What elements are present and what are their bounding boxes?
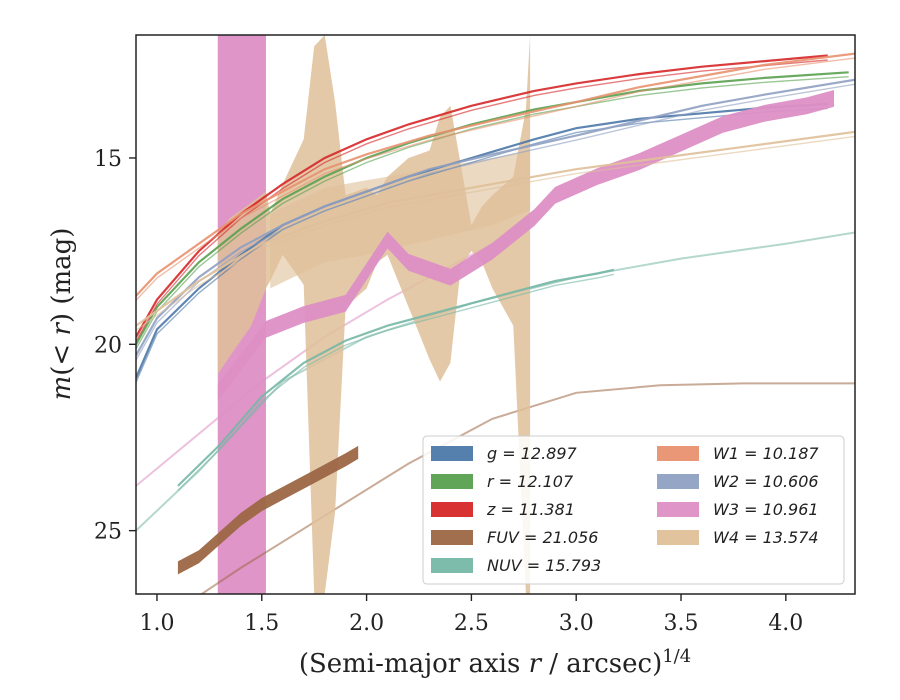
legend-label: W4 = 13.574 [713, 528, 819, 547]
legend-label: z = 11.381 [486, 500, 575, 519]
y-tick-label: 20 [94, 333, 122, 358]
y-tick-label: 15 [94, 147, 122, 172]
series-line-edge-2 [136, 59, 828, 342]
x-axis-title: (Semi-major axis r / arcsec)1/4 [299, 646, 691, 679]
x-tick-label: 1.5 [244, 611, 279, 636]
legend-swatch [431, 446, 473, 461]
legend: g = 12.897 r = 12.107 z = 11.381 FUV = 21.0… [422, 435, 845, 585]
legend-label: W1 = 10.187 [713, 444, 819, 463]
x-tick-label: 3.0 [559, 611, 594, 636]
legend-swatch [431, 530, 473, 545]
legend-label: g = 12.897 [487, 444, 578, 463]
legend-swatch [431, 502, 473, 517]
legend-swatch [431, 474, 473, 489]
y-tick-label: 25 [94, 520, 122, 545]
y-axis-title: m(< r) (mag) [47, 228, 77, 401]
legend-label: NUV = 15.793 [487, 556, 601, 575]
series-line-edge-4 [177, 273, 615, 491]
x-tick-label: 1.0 [139, 611, 174, 636]
legend-swatch [657, 530, 699, 545]
legend-label: W2 = 10.606 [713, 472, 819, 491]
series-line-1 [136, 71, 849, 345]
x-tick-label: 3.5 [664, 611, 699, 636]
series-line-edge-8 [136, 135, 855, 331]
series-line-4 [177, 268, 615, 487]
w4-tail-band [270, 150, 531, 289]
plot-frame [135, 34, 856, 595]
series-line-edge-1 [136, 76, 849, 350]
plot-area [136, 35, 855, 594]
series-line-6 [136, 78, 855, 357]
legend-swatch [657, 502, 699, 517]
legend-label: W3 = 10.961 [713, 500, 819, 519]
legend-label: FUV = 21.056 [487, 528, 598, 547]
x-tick-label: 2.5 [454, 611, 489, 636]
x-tick-label: 2.0 [349, 611, 384, 636]
x-tick-label: 4.0 [768, 611, 803, 636]
series-line-5 [136, 52, 855, 297]
y-axis: 15 20 25 [94, 147, 136, 545]
legend-swatch [657, 474, 699, 489]
legend-swatch [431, 558, 473, 573]
series-line-8 [136, 130, 855, 327]
series-band-3 [177, 445, 359, 575]
x-axis: 1.0 1.5 2.0 2.5 3.0 3.5 4.0 [139, 594, 803, 636]
series-line-edge-5 [136, 57, 855, 301]
legend-label: r = 12.107 [487, 472, 574, 491]
faint-extension-line [199, 382, 855, 594]
legend-box [422, 435, 845, 585]
legend-swatch [657, 446, 699, 461]
